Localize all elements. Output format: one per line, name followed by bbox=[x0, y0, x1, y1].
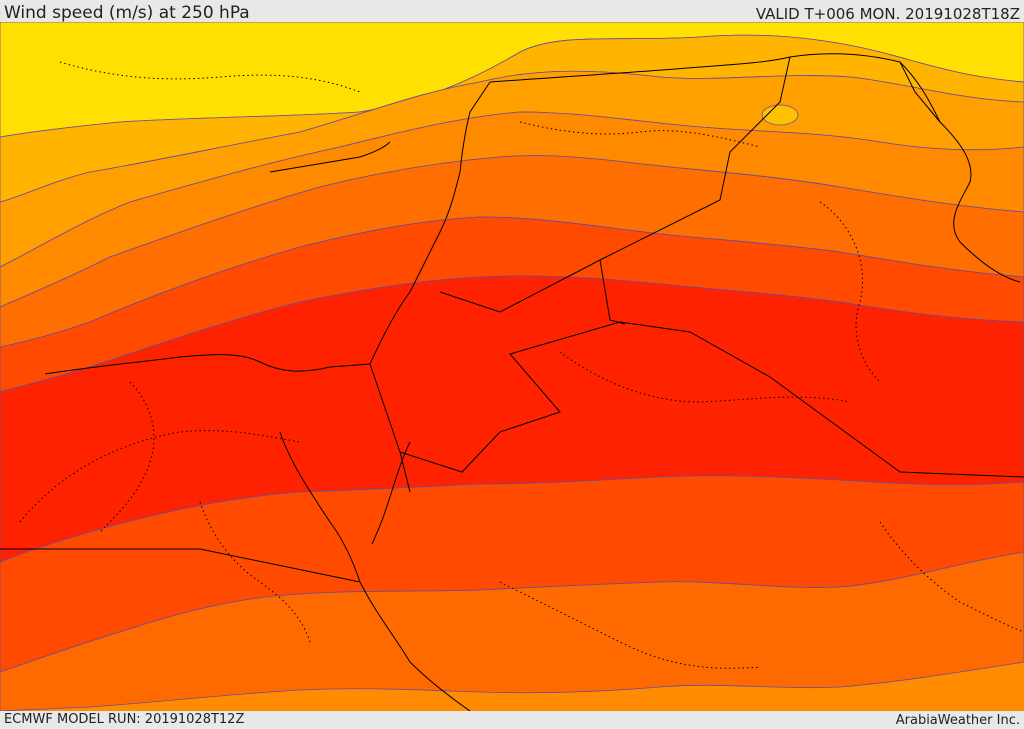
credit-label: ArabiaWeather Inc. bbox=[895, 713, 1020, 728]
map-title: Wind speed (m/s) at 250 hPa bbox=[4, 3, 250, 23]
band-south-orange bbox=[0, 551, 1024, 711]
map-canvas bbox=[0, 22, 1024, 711]
valid-time: VALID T+006 MON. 20191028T18Z bbox=[755, 5, 1020, 23]
country-borders bbox=[0, 56, 1024, 583]
closed-contour bbox=[761, 104, 799, 126]
map-footer: ECMWF MODEL RUN: 20191028T12Z ArabiaWeat… bbox=[0, 711, 1024, 729]
admin-boundaries bbox=[19, 61, 1024, 669]
map-header: Wind speed (m/s) at 250 hPa VALID T+006 … bbox=[0, 0, 1024, 23]
wind-speed-map bbox=[0, 22, 1024, 711]
model-run-label: ECMWF MODEL RUN: 20191028T12Z bbox=[4, 712, 245, 727]
